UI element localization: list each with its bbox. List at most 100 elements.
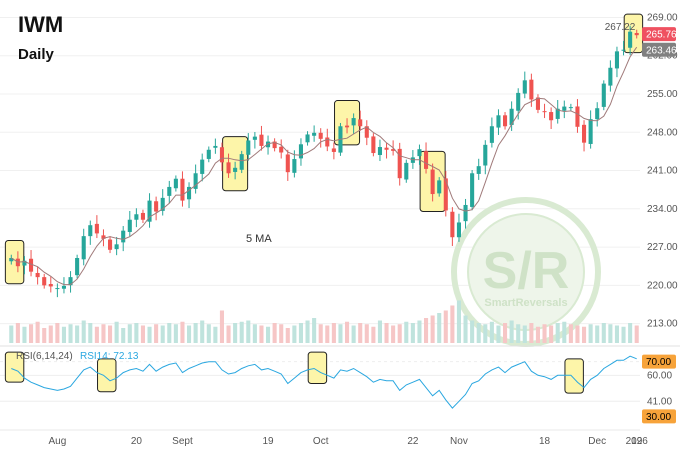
candle-body [180,178,185,201]
volume-bar [496,325,501,343]
candle-body [377,147,382,156]
volume-bar [516,324,521,343]
candle-body [628,31,633,48]
volume-bar [285,328,290,343]
rsi-line [11,355,637,409]
volume-bar [397,324,402,343]
candle-body [516,92,521,111]
candle-body [305,134,310,143]
volume-bar [470,320,475,343]
candle-body [489,126,494,143]
price-badge: 265.76 [642,27,677,42]
candle-body [81,236,86,260]
candle-body [509,108,514,125]
volume-bar [140,325,145,343]
candle-body [476,166,481,174]
volume-bar [127,324,132,343]
volume-bar [167,323,172,343]
volume-bar [489,321,494,343]
candle-body [588,119,593,144]
volume-bar [206,324,211,343]
chart-subtitle: Daily [18,46,55,63]
volume-bar [634,325,639,343]
candle-body [108,239,113,250]
candle-body [555,108,560,119]
volume-bar [154,324,159,343]
volume-bar [213,326,218,343]
price-tick-label: 248.00 [647,127,678,138]
candle-body [417,149,422,157]
volume-bar [305,320,310,343]
volume-bar [614,325,619,343]
rsi-badges: 70.00 30.00 [642,354,676,424]
watermark-text: S/R [483,242,570,300]
volume-bar [298,323,303,343]
volume-bar [417,320,422,343]
volume-bar [437,313,442,343]
price-grid [0,16,640,325]
volume-bar [252,324,257,343]
price-badge-bg [642,27,676,42]
volume-bar [430,315,435,343]
candle-body [61,285,66,289]
candle-body [318,132,323,139]
volume-bar [15,323,20,343]
candle-body [430,169,435,195]
price-badge: 263.46 [642,42,677,57]
candle-body [358,119,363,127]
candle-body [42,277,47,286]
candle-body [614,51,619,69]
volume-bar [134,323,139,343]
candle-body [88,225,93,237]
candle-body [22,260,27,266]
candle-body [404,162,409,180]
candle-body [351,118,356,126]
candle-body [55,288,60,290]
candle-body [496,115,501,128]
candle-body [48,284,53,287]
candle-body [147,200,152,222]
volume-bar [529,323,534,343]
candle-body [206,149,211,159]
candle-body [463,204,468,222]
rsi-tick-label: 41.00 [647,396,672,407]
chart-title: IWM [18,12,63,37]
candle-body [634,32,639,36]
rsi-badge-text: 70.00 [646,357,671,368]
candle-body [542,111,547,113]
candle-body [575,106,580,127]
candle-body [437,180,442,194]
candle-body [364,126,369,138]
candle-body [68,277,73,286]
highlight-box [623,13,644,54]
x-axis-label: 19 [631,436,643,447]
candle-body [384,147,389,150]
highlight-box-rsi [564,358,584,394]
volume-bar [325,325,330,343]
volume-bar [246,320,251,343]
x-axis-label: Sept [172,436,193,447]
rsi-badge: 30.00 [642,409,676,424]
volume-bar [384,323,389,343]
volume-bar [187,325,192,343]
volume-bar [193,323,198,343]
volume-bar [450,305,455,343]
volume-bar [292,325,297,343]
x-axis-label: 18 [539,436,551,447]
rsi-badge-text: 30.00 [646,412,671,423]
candle-body [568,107,573,109]
volume-bar [9,325,14,343]
volume-bar [318,324,323,343]
watermark-ring-outer [451,197,601,347]
volume-bar [147,326,152,343]
volume-bar [94,326,99,343]
volume-bar [200,320,205,343]
rsi-badge-bg [642,354,676,369]
x-axis-label: Dec [588,436,606,447]
candle-body [134,214,139,220]
volume-bar [68,324,73,343]
candle-body [114,244,119,250]
volume-bars [9,300,639,343]
volume-bar [377,320,382,343]
